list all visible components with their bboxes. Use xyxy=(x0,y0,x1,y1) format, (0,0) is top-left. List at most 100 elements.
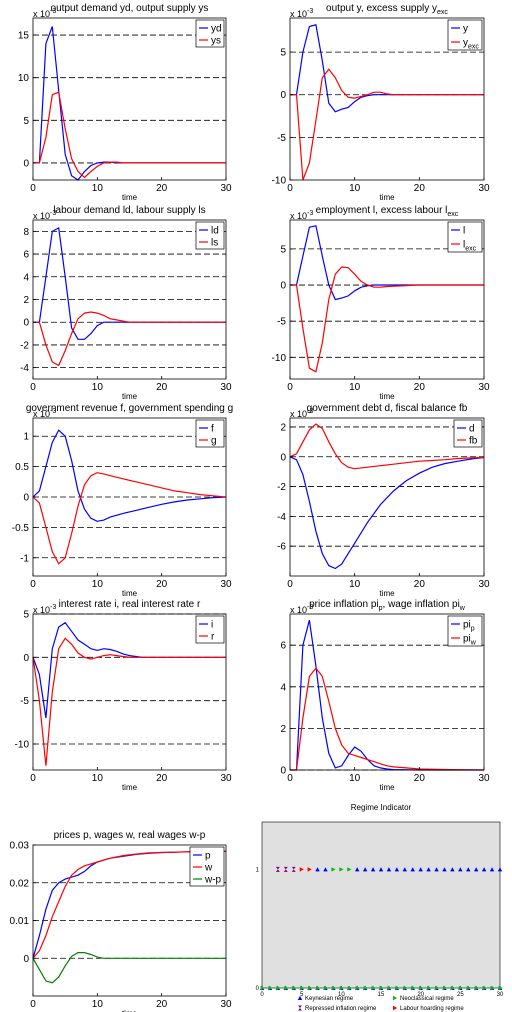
legend-label: yd xyxy=(211,24,222,35)
x-axis-label: time xyxy=(122,392,138,401)
x-tick-label: 10 xyxy=(349,382,361,393)
x-tick-label: 10 xyxy=(349,183,361,194)
regime-baseline-marker xyxy=(474,985,479,991)
regime-point xyxy=(497,867,503,872)
legend-label-text: l xyxy=(463,240,465,251)
y-tick-label: -5 xyxy=(277,133,286,144)
chart-title-text: labour demand ld, labour supply ls xyxy=(53,205,205,216)
y-tick-label: 5 xyxy=(23,116,29,127)
series-line-y_exc xyxy=(290,68,484,181)
y-tick-label: 4 xyxy=(23,272,29,283)
y-tick-label: 0 xyxy=(23,318,29,329)
regime-baseline-marker xyxy=(411,985,416,991)
chart-title-text: employment l, excess labour l xyxy=(316,205,448,216)
regime-baseline-marker xyxy=(427,985,432,991)
regime-baseline-marker xyxy=(268,985,273,991)
chart-title-subscript: w xyxy=(459,605,466,612)
legend-label-text: ls xyxy=(211,238,218,249)
regime-x-tick-label: 20 xyxy=(417,992,424,998)
axis-exponent: x 10-3 xyxy=(33,210,56,221)
regime-legend-marker xyxy=(393,1005,398,1011)
y-tick-label: 2 xyxy=(280,422,286,433)
y-tick-label: -5 xyxy=(277,317,286,328)
y-tick-label: 0.02 xyxy=(10,878,30,889)
x-tick-label: 0 xyxy=(287,382,293,393)
regime-baseline-marker xyxy=(498,985,503,991)
regime-baseline-marker xyxy=(347,985,352,991)
y-tick-label: -6 xyxy=(277,542,286,553)
regime-legend-marker xyxy=(298,1005,302,1011)
legend-label: yexc xyxy=(463,38,479,51)
x-axis-label: time xyxy=(379,193,395,202)
chart-3: 0 10 20 30 -4 -2 0 2 4 6 8 time labour demand ld, la… xyxy=(20,205,232,401)
legend-label-text: f xyxy=(211,424,214,435)
y-tick-label: 0 xyxy=(280,452,286,463)
y-tick-label: 0 xyxy=(23,954,29,965)
regime-x-tick-label: 15 xyxy=(378,992,385,998)
y-tick-label: 0 xyxy=(23,653,29,664)
legend-box xyxy=(447,19,483,51)
x-tick-label: 10 xyxy=(92,579,104,590)
series-line-f xyxy=(32,429,227,522)
regime-baseline-marker xyxy=(339,985,345,991)
regime-baseline-marker xyxy=(371,985,376,991)
x-axis-label: time xyxy=(122,589,138,598)
y-tick-label: 10 xyxy=(18,73,30,84)
regime-point xyxy=(394,867,400,872)
regime-y-tick-label: 1 xyxy=(256,867,260,873)
regime-baseline-marker xyxy=(276,985,281,991)
y-tick-label: 0 xyxy=(23,493,29,504)
series-line-g xyxy=(32,472,227,565)
y-tick-label: -10 xyxy=(272,353,287,364)
y-tick-label: 15 xyxy=(18,31,30,42)
regime-baseline-marker xyxy=(435,985,440,991)
regime-baseline-marker xyxy=(363,985,368,991)
chart-title-subscript: p xyxy=(379,605,383,612)
regime-baseline-marker xyxy=(442,985,448,991)
y-tick-label: -10 xyxy=(15,740,30,751)
legend: y yexc xyxy=(447,19,483,51)
x-axis-label: time xyxy=(379,589,395,598)
legend-label-text: w xyxy=(204,863,213,874)
chart-title-subscript: exc xyxy=(437,9,448,16)
legend-label-text: p xyxy=(205,851,211,862)
y-tick-label: 0.5 xyxy=(15,462,29,473)
legend-label: w-p xyxy=(204,875,222,886)
x-tick-label: 0 xyxy=(30,773,36,784)
regime-x-tick-label: 5 xyxy=(300,992,304,998)
regime-point xyxy=(315,867,320,872)
chart-title-text: output y, excess supply y xyxy=(326,3,437,14)
regime-legend-marker xyxy=(393,995,398,1001)
y-tick-label: 4 xyxy=(280,682,286,693)
plot-frame xyxy=(32,17,227,181)
regime-point xyxy=(450,867,455,872)
legend-box xyxy=(195,615,225,644)
y-tick-label: -4 xyxy=(277,512,286,523)
regime-point xyxy=(339,867,344,872)
regime-baseline-marker xyxy=(355,985,360,991)
legend-label: r xyxy=(211,632,215,643)
regime-x-tick-label: 25 xyxy=(457,992,464,998)
chart-title: employment l, excess labour lexc xyxy=(316,205,459,218)
regime-baseline-marker xyxy=(316,985,321,991)
regime-x-tick-label: 10 xyxy=(338,992,345,998)
plot-frame xyxy=(289,219,485,380)
legend-label: ls xyxy=(211,238,218,249)
legend-box xyxy=(447,615,483,647)
regime-point xyxy=(331,867,336,872)
chart-title-text: output demand yd, output supply ys xyxy=(51,3,209,14)
legend-label-text: y xyxy=(463,24,468,35)
axis-exponent: x 10-3 xyxy=(33,604,56,615)
x-tick-label: 20 xyxy=(156,999,168,1010)
x-tick-label: 30 xyxy=(478,773,490,784)
legend: fg xyxy=(195,419,225,448)
regime-baseline-marker xyxy=(482,985,487,991)
x-tick-label: 30 xyxy=(220,999,232,1010)
legend-label-text: yd xyxy=(211,24,222,35)
x-axis-label: time xyxy=(122,1009,138,1012)
regime-baseline-marker xyxy=(450,985,456,991)
regime-legend-label: Neoclassical regime xyxy=(400,996,454,1002)
